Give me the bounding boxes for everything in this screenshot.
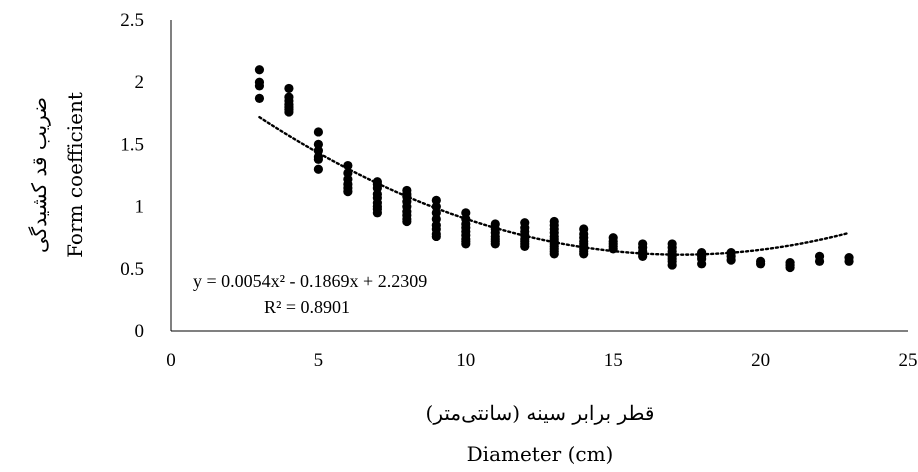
data-point bbox=[402, 216, 412, 227]
data-point bbox=[313, 154, 323, 164]
y-axis-label-english: Form coefficient bbox=[63, 92, 87, 258]
y-tick-label: 2.5 bbox=[120, 10, 144, 31]
data-point bbox=[343, 160, 353, 171]
data-point bbox=[638, 251, 648, 261]
data-point bbox=[667, 260, 677, 270]
data-point bbox=[402, 189, 412, 199]
y-tick-label: 2 bbox=[135, 72, 145, 93]
axes bbox=[170, 20, 908, 332]
data-point bbox=[254, 93, 265, 103]
data-point bbox=[814, 256, 825, 266]
data-point bbox=[313, 127, 323, 137]
y-tick-labels: 0 0.5 1 1.5 2 2.5 bbox=[120, 10, 144, 342]
y-axis-label-persian: ضریب قد کشیدگی bbox=[27, 97, 51, 253]
data-point bbox=[431, 231, 441, 242]
y-tick-label: 1.5 bbox=[120, 134, 144, 155]
data-point bbox=[254, 65, 265, 75]
x-tick-labels: 0 5 10 15 20 25 bbox=[166, 350, 917, 371]
data-point bbox=[343, 187, 353, 197]
data-point bbox=[520, 241, 530, 252]
r-squared-label: R² = 0.8901 bbox=[264, 297, 350, 317]
x-tick-label: 25 bbox=[899, 350, 918, 371]
x-axis-label-english: Diameter (cm) bbox=[467, 442, 614, 466]
data-point bbox=[844, 256, 854, 266]
data-point bbox=[372, 179, 382, 189]
x-axis-label-persian: قطر برابر سینه (سانتی‌متر) bbox=[426, 401, 655, 425]
x-tick-label: 5 bbox=[314, 350, 324, 371]
data-points bbox=[254, 65, 854, 273]
data-point bbox=[461, 239, 471, 249]
data-point bbox=[608, 244, 618, 254]
data-point bbox=[254, 81, 265, 91]
data-point bbox=[756, 259, 766, 269]
data-point bbox=[579, 249, 589, 259]
x-tick-label: 10 bbox=[456, 350, 475, 371]
data-point bbox=[284, 107, 294, 117]
trendline-equation: y = 0.0054x² - 0.1869x + 2.2309 bbox=[193, 271, 427, 291]
data-point bbox=[313, 164, 323, 174]
y-tick-label: 0 bbox=[135, 321, 145, 342]
data-point bbox=[549, 249, 559, 259]
data-point bbox=[284, 83, 294, 94]
data-point bbox=[490, 239, 500, 249]
data-point bbox=[697, 259, 707, 269]
x-tick-label: 20 bbox=[751, 350, 770, 371]
data-point bbox=[785, 262, 795, 273]
y-tick-label: 0.5 bbox=[120, 259, 144, 280]
data-point bbox=[372, 208, 382, 218]
x-tick-label: 0 bbox=[166, 350, 176, 371]
x-tick-label: 15 bbox=[604, 350, 623, 371]
y-tick-label: 1 bbox=[135, 197, 145, 218]
data-point bbox=[726, 255, 736, 265]
